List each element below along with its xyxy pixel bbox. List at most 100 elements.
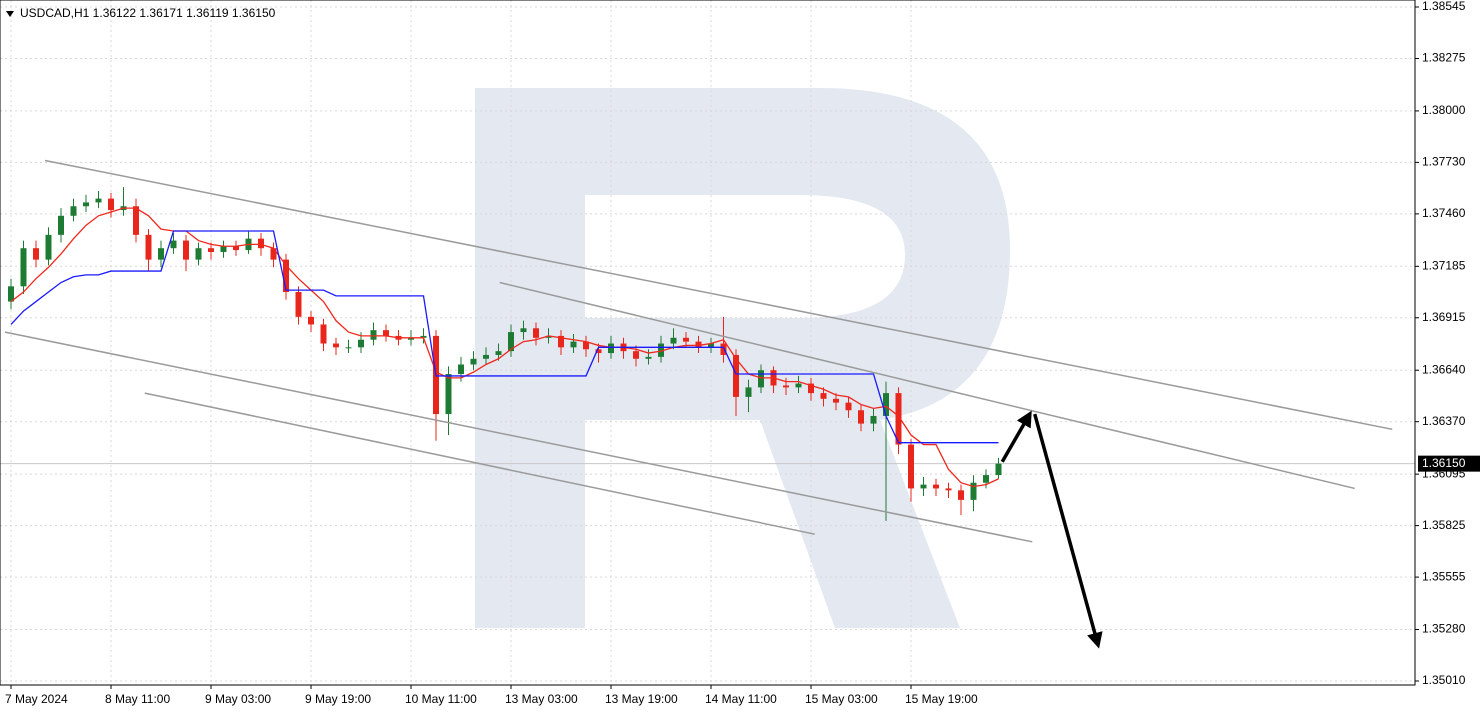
- candle-body: [420, 335, 427, 338]
- candle-body: [333, 343, 339, 348]
- candle-body: [370, 330, 377, 340]
- candle-body: [170, 240, 177, 249]
- candle-body: [145, 234, 152, 260]
- candle-body: [445, 374, 452, 415]
- y-tick-label: 1.36915: [1422, 310, 1466, 324]
- candle-body: [158, 248, 164, 260]
- candle-body: [8, 286, 14, 302]
- candle-body: [20, 248, 27, 287]
- candle-body: [858, 410, 864, 424]
- candle-body: [283, 259, 289, 293]
- candle-body: [108, 198, 114, 211]
- candle-body: [820, 393, 827, 399]
- candle-body: [658, 343, 664, 357]
- candle-body: [345, 347, 352, 349]
- chart-title: USDCAD,H1 1.36122 1.36171 1.36119 1.3615…: [20, 6, 276, 20]
- candle-body: [645, 356, 652, 359]
- x-tick-label: 7 May 2024: [5, 692, 68, 706]
- candle-body: [683, 337, 689, 342]
- candle-body: [783, 385, 789, 388]
- forecast-arrow: [1033, 413, 1103, 649]
- candle-body: [358, 339, 364, 348]
- candle-body: [795, 383, 802, 388]
- candle-body: [745, 387, 752, 397]
- candle-body: [33, 248, 39, 260]
- trendline: [499, 281, 1355, 490]
- candle-body: [258, 238, 264, 249]
- watermark: [475, 88, 1010, 628]
- candle-body: [308, 316, 314, 325]
- x-tick-label: 13 May 19:00: [605, 692, 678, 706]
- candle-body: [295, 292, 302, 317]
- candle-body: [670, 337, 677, 344]
- candle-body: [483, 354, 489, 359]
- x-tick-label: 15 May 03:00: [805, 692, 878, 706]
- x-tick-label: 15 May 19:00: [905, 692, 978, 706]
- candle-body: [758, 370, 764, 388]
- candle-body: [408, 337, 414, 340]
- trendline: [144, 392, 815, 535]
- x-tick-label: 10 May 11:00: [405, 692, 477, 706]
- candle-body: [508, 332, 514, 352]
- trendline: [4, 331, 1033, 543]
- indicator-line: [10, 230, 999, 444]
- candle-body: [970, 482, 977, 500]
- candle-body: [545, 335, 552, 338]
- candle-body: [533, 328, 539, 338]
- candle-body: [633, 351, 639, 359]
- candle-body: [570, 341, 577, 348]
- y-tick-label: 1.36370: [1422, 414, 1466, 428]
- plot-frame: [0, 0, 1416, 686]
- candle-body: [458, 364, 464, 375]
- x-tick-label: 13 May 03:00: [505, 692, 578, 706]
- candle-body: [233, 246, 239, 251]
- x-tick-label: 9 May 19:00: [305, 692, 371, 706]
- last-price-label: 1.36150: [1422, 456, 1466, 470]
- y-tick-label: 1.37460: [1422, 206, 1466, 220]
- last-price-box: [1418, 455, 1480, 472]
- y-tick-label: 1.38275: [1422, 51, 1466, 65]
- candle-body: [995, 463, 1002, 476]
- menu-arrow[interactable]: [6, 11, 14, 17]
- candle-body: [208, 248, 214, 253]
- candle-body: [808, 383, 814, 394]
- candle-body: [708, 343, 714, 348]
- candle-body: [733, 354, 739, 397]
- y-tick-label: 1.38000: [1422, 103, 1466, 117]
- candle-body: [383, 330, 389, 336]
- x-tick-label: 9 May 03:00: [205, 692, 271, 706]
- candle-body: [920, 484, 927, 489]
- candle-body: [608, 343, 614, 354]
- candle-body: [220, 246, 227, 253]
- candle-body: [558, 335, 564, 348]
- candle-body: [83, 202, 89, 207]
- y-tick-label: 1.36640: [1422, 362, 1466, 376]
- y-tick-label: 1.37185: [1422, 258, 1466, 272]
- candle-body: [195, 248, 202, 260]
- forecast-arrow: [1000, 410, 1032, 463]
- y-tick-label: 1.35280: [1422, 622, 1466, 636]
- x-tick-label: 14 May 11:00: [705, 692, 777, 706]
- candle-body: [470, 358, 477, 365]
- y-tick-label: 1.35010: [1422, 673, 1466, 687]
- candle-body: [833, 398, 839, 403]
- y-tick-label: 1.37730: [1422, 155, 1466, 169]
- candle-body: [958, 490, 964, 500]
- candle-body: [595, 349, 602, 354]
- candle-body: [320, 324, 327, 344]
- y-tick-label: 1.35555: [1422, 569, 1466, 583]
- candle-body: [870, 415, 877, 424]
- y-tick-label: 1.35825: [1422, 518, 1466, 532]
- candle-body: [95, 198, 102, 203]
- candle-body: [583, 341, 589, 350]
- candle-body: [270, 248, 277, 260]
- y-tick-label: 1.38545: [1422, 0, 1466, 13]
- candle-body: [183, 240, 189, 260]
- trendline: [44, 159, 1393, 431]
- candle-body: [895, 393, 902, 445]
- candle-body: [908, 444, 914, 489]
- candle-body: [520, 328, 527, 333]
- candle-body: [720, 343, 727, 355]
- candle-body: [883, 393, 889, 416]
